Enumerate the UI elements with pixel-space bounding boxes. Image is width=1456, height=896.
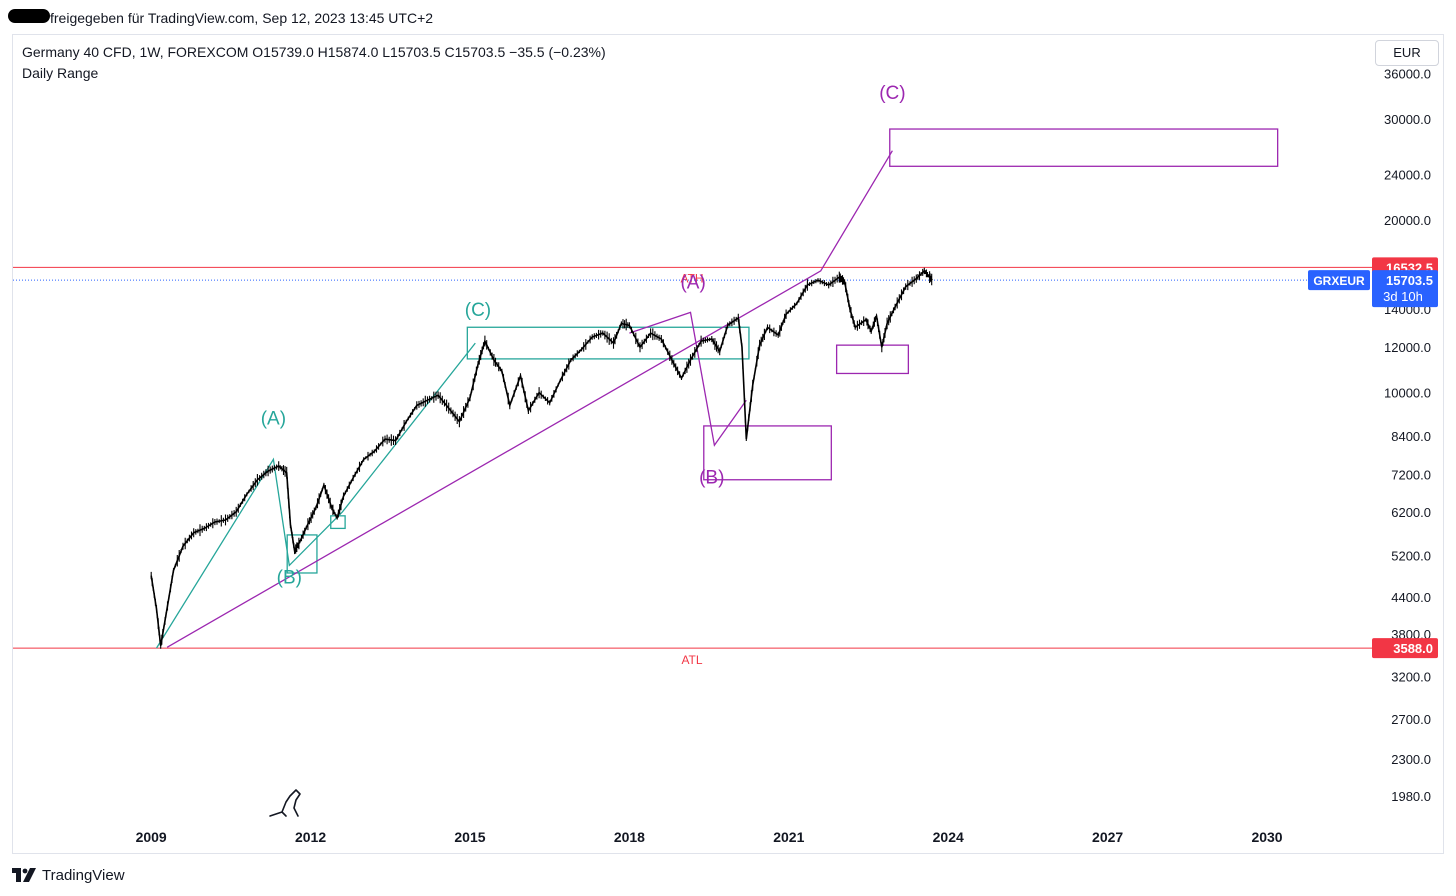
tradingview-brand-text: TradingView (42, 866, 125, 884)
ticker-tag-label: GRXEUR (1313, 274, 1365, 288)
y-tick-label: 3800.0 (1391, 627, 1431, 642)
wave-label: (C) (465, 300, 491, 321)
y-tick-label: 36000.0 (1384, 66, 1431, 81)
wave-label: (A) (261, 409, 286, 430)
y-tick-label: 20000.0 (1384, 213, 1431, 228)
last-price-label: 15703.5 (1386, 273, 1433, 288)
x-tick-label: 2021 (773, 829, 804, 845)
wave-trend-line (166, 150, 893, 648)
redacted-username (8, 9, 50, 23)
y-tick-label: 6200.0 (1391, 505, 1431, 520)
y-tick-label: 8400.0 (1391, 429, 1431, 444)
price-tag-atl (1372, 638, 1438, 659)
target-box (889, 128, 1279, 167)
x-tick-label: 2024 (933, 829, 964, 845)
top-bar: freigegeben für TradingView.com, Sep 12,… (0, 0, 1456, 36)
y-tick-label: 10000.0 (1384, 386, 1431, 401)
target-box (703, 425, 832, 481)
wave-trend-line (155, 342, 476, 649)
dino-icon (269, 789, 301, 817)
x-tick-label: 2015 (454, 829, 485, 845)
target-box (466, 326, 750, 360)
target-box (835, 344, 910, 375)
y-tick-label: 1980.0 (1391, 789, 1431, 804)
y-tick-label: 7200.0 (1391, 468, 1431, 483)
shared-on-text: freigegeben für TradingView.com, Sep 12,… (50, 10, 434, 26)
x-tick-label: 2009 (136, 829, 167, 845)
x-tick-label: 2030 (1251, 829, 1282, 845)
wave-label: (B) (277, 567, 302, 588)
price-tag-label: 3588.0 (1393, 641, 1433, 656)
last-price-tag (1372, 270, 1438, 308)
indicator-legend[interactable]: Daily Range (22, 65, 99, 81)
wave-label: (C) (879, 83, 905, 104)
y-tick-label: 30000.0 (1384, 112, 1431, 127)
y-tick-label: 5200.0 (1391, 549, 1431, 564)
ticker-tag (1308, 270, 1370, 291)
wave-label: (A) (680, 272, 705, 293)
symbol-legend[interactable]: Germany 40 CFD, 1W, FOREXCOM O15739.0 H1… (22, 44, 606, 60)
candle-wicks (150, 267, 933, 649)
wave-label: (B) (699, 467, 724, 488)
price-line-label-ath: ATH (680, 271, 703, 285)
tradingview-logo[interactable]: TradingView (12, 864, 125, 886)
price-line-label-atl: ATL (681, 653, 702, 667)
y-tick-label: 2300.0 (1391, 752, 1431, 767)
countdown-label: 3d 10h (1383, 289, 1423, 304)
y-tick-label: 4400.0 (1391, 590, 1431, 605)
y-tick-label: 3200.0 (1391, 670, 1431, 685)
y-tick-label: 12000.0 (1384, 340, 1431, 355)
wave-trend-line (629, 311, 747, 447)
x-tick-label: 2027 (1092, 829, 1123, 845)
y-tick-label: 24000.0 (1384, 167, 1431, 182)
x-tick-label: 2018 (614, 829, 645, 845)
x-tick-label: 2012 (295, 829, 326, 845)
tradingview-logo-icon (12, 868, 36, 882)
price-series-line (150, 269, 933, 647)
y-tick-label: 2700.0 (1391, 712, 1431, 727)
chart-frame[interactable] (12, 34, 1444, 854)
currency-button[interactable]: EUR (1375, 40, 1439, 66)
